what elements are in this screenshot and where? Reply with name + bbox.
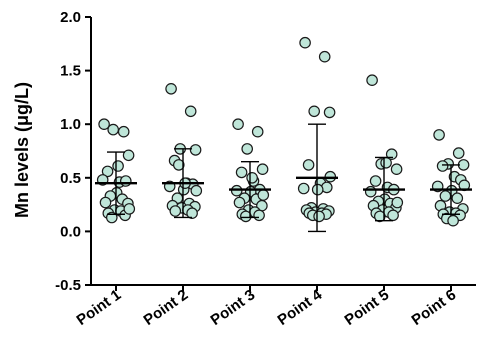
data-point	[452, 147, 465, 159]
data-point	[112, 160, 124, 172]
data-point	[107, 123, 119, 136]
category-group: Point 4	[275, 36, 338, 329]
data-point	[313, 210, 325, 223]
data-point	[323, 106, 336, 119]
data-point	[99, 196, 112, 209]
data-point	[311, 183, 324, 196]
data-point	[122, 149, 135, 162]
data-point	[433, 129, 445, 141]
data-point	[364, 185, 377, 198]
data-point	[391, 196, 404, 209]
data-point	[436, 160, 449, 172]
data-point	[184, 105, 197, 118]
data-point	[451, 192, 464, 204]
data-point	[297, 182, 310, 195]
x-category-label: Point 2	[141, 286, 192, 329]
category-group: Point 3	[208, 118, 271, 329]
data-point	[117, 125, 130, 138]
data-point	[366, 74, 378, 86]
data-point	[308, 105, 320, 118]
data-point	[240, 210, 252, 223]
data-point	[235, 166, 248, 179]
data-point	[120, 175, 132, 187]
category-group: Point 5	[342, 74, 405, 329]
data-point	[302, 159, 315, 171]
data-point	[123, 203, 136, 215]
data-point	[390, 163, 403, 175]
data-point	[380, 157, 392, 169]
x-category-label: Point 1	[74, 286, 125, 329]
data-point	[241, 143, 253, 155]
y-tick-label: 1.5	[60, 63, 81, 80]
category-group: Point 1	[74, 118, 137, 329]
data-point	[447, 214, 459, 227]
data-point	[439, 190, 452, 202]
data-point	[373, 210, 386, 223]
data-point	[169, 205, 182, 217]
data-point	[173, 159, 185, 171]
data-point	[318, 50, 331, 63]
data-point	[253, 209, 265, 222]
data-point	[233, 196, 246, 209]
x-category-label: Point 3	[208, 286, 259, 329]
y-tick-label: 1.0	[60, 116, 81, 133]
data-point	[232, 118, 244, 130]
y-tick-label: 0.0	[60, 223, 81, 240]
x-category-label: Point 5	[342, 286, 393, 329]
category-group: Point 6	[409, 129, 472, 329]
data-point	[189, 144, 202, 156]
data-point	[387, 209, 399, 222]
y-tick-label: -0.5	[55, 277, 81, 294]
x-category-label: Point 6	[409, 286, 460, 329]
data-point	[369, 175, 382, 187]
data-point	[101, 165, 114, 178]
y-tick-label: 0.5	[60, 170, 81, 187]
y-tick-label: 2.0	[60, 9, 81, 26]
plot-area: -0.5 0.0 0.5 1.0 1.5 2.0 Point 1 Point 2 Point 3…	[55, 9, 476, 329]
x-category-label: Point 4	[275, 286, 326, 329]
data-point	[257, 189, 270, 201]
data-point	[98, 118, 110, 130]
y-axis-title-group: Mn levels (μg/L)	[12, 82, 32, 218]
category-group: Point 2	[141, 83, 204, 329]
data-point	[246, 172, 258, 184]
data-point	[190, 184, 203, 197]
y-axis-title: Mn levels (μg/L)	[12, 82, 32, 218]
data-point	[299, 36, 311, 49]
data-point	[251, 125, 264, 138]
data-point	[165, 83, 177, 95]
data-point	[186, 207, 198, 219]
data-point	[256, 163, 269, 175]
